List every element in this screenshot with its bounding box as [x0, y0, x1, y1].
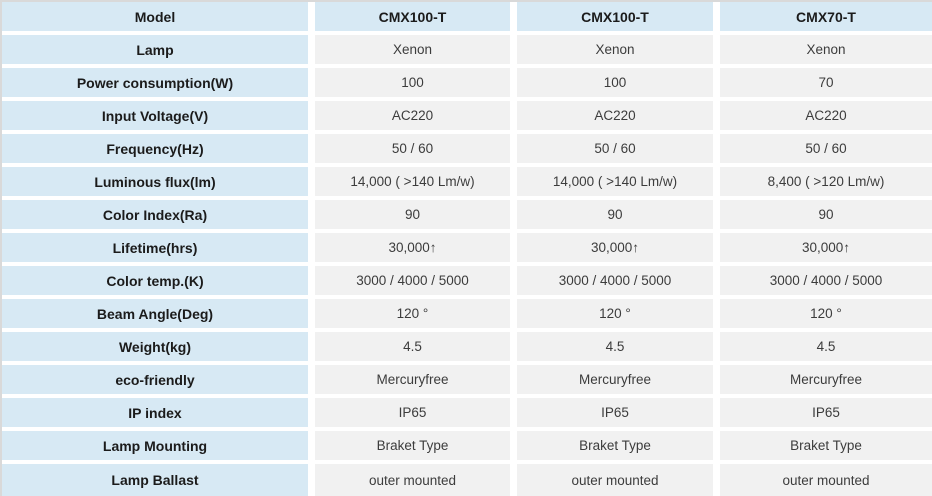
value-cell: 4.5 [517, 332, 713, 361]
label-color-index: Color Index(Ra) [2, 200, 308, 229]
value-cell: 4.5 [720, 332, 932, 361]
value-cell: 120 ° [720, 299, 932, 328]
value-cell: 14,000 ( >140 Lm/w) [517, 167, 713, 196]
value-cell: 3000 / 4000 / 5000 [517, 266, 713, 295]
value-cell: Mercuryfree [720, 365, 932, 394]
value-cell: 100 [315, 68, 510, 97]
value-cell: outer mounted [720, 464, 932, 496]
value-cell: 4.5 [315, 332, 510, 361]
label-eco-friendly: eco-friendly [2, 365, 308, 394]
label-lamp-ballast: Lamp Ballast [2, 464, 308, 496]
value-cell: IP65 [517, 398, 713, 427]
label-luminous-flux: Luminous flux(lm) [2, 167, 308, 196]
value-cell: 90 [720, 200, 932, 229]
value-cell: AC220 [517, 101, 713, 130]
label-ip-index: IP index [2, 398, 308, 427]
label-lifetime: Lifetime(hrs) [2, 233, 308, 262]
label-frequency: Frequency(Hz) [2, 134, 308, 163]
value-cell: Xenon [720, 35, 932, 64]
value-cell: 50 / 60 [517, 134, 713, 163]
value-cell: 90 [517, 200, 713, 229]
header-model-col-1: CMX100-T [315, 2, 510, 31]
value-cell: AC220 [720, 101, 932, 130]
value-cell: 30,000↑ [315, 233, 510, 262]
header-model-label: Model [2, 2, 308, 31]
value-cell: outer mounted [315, 464, 510, 496]
value-cell: Braket Type [517, 431, 713, 460]
value-cell: 30,000↑ [720, 233, 932, 262]
value-cell: 120 ° [315, 299, 510, 328]
label-beam-angle: Beam Angle(Deg) [2, 299, 308, 328]
value-cell: Braket Type [720, 431, 932, 460]
value-cell: Mercuryfree [517, 365, 713, 394]
value-cell: IP65 [315, 398, 510, 427]
value-cell: 120 ° [517, 299, 713, 328]
label-power-consumption: Power consumption(W) [2, 68, 308, 97]
header-model-col-2: CMX100-T [517, 2, 713, 31]
value-cell: 50 / 60 [720, 134, 932, 163]
label-input-voltage: Input Voltage(V) [2, 101, 308, 130]
label-lamp: Lamp [2, 35, 308, 64]
value-cell: 14,000 ( >140 Lm/w) [315, 167, 510, 196]
value-cell: Mercuryfree [315, 365, 510, 394]
value-cell: 8,400 ( >120 Lm/w) [720, 167, 932, 196]
header-model-col-3: CMX70-T [720, 2, 932, 31]
label-color-temp: Color temp.(K) [2, 266, 308, 295]
label-weight: Weight(kg) [2, 332, 308, 361]
value-cell: Xenon [315, 35, 510, 64]
value-cell: 100 [517, 68, 713, 97]
label-lamp-mounting: Lamp Mounting [2, 431, 308, 460]
value-cell: 3000 / 4000 / 5000 [720, 266, 932, 295]
value-cell: Xenon [517, 35, 713, 64]
value-cell: AC220 [315, 101, 510, 130]
value-cell: 50 / 60 [315, 134, 510, 163]
value-cell: 30,000↑ [517, 233, 713, 262]
value-cell: outer mounted [517, 464, 713, 496]
value-cell: 3000 / 4000 / 5000 [315, 266, 510, 295]
value-cell: 90 [315, 200, 510, 229]
value-cell: Braket Type [315, 431, 510, 460]
value-cell: 70 [720, 68, 932, 97]
value-cell: IP65 [720, 398, 932, 427]
